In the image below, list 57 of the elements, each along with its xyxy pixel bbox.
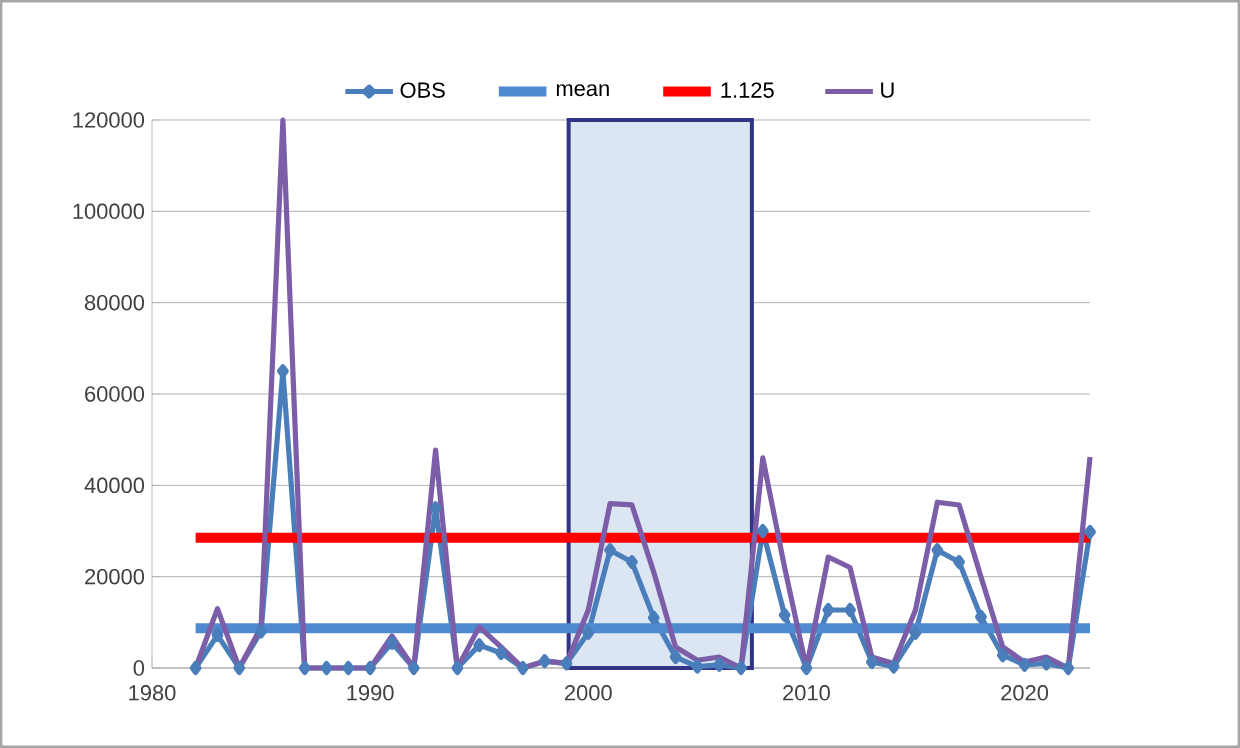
point xyxy=(669,650,682,665)
point xyxy=(887,659,900,674)
point xyxy=(1018,657,1031,672)
point xyxy=(844,603,856,618)
point xyxy=(538,654,551,669)
x-tick-label: 2020 xyxy=(1001,685,1049,701)
point xyxy=(516,661,529,675)
point xyxy=(560,656,573,671)
point xyxy=(691,659,704,674)
point xyxy=(298,661,311,675)
point xyxy=(364,661,377,675)
point xyxy=(1084,524,1096,539)
y-tick-label: 100000 xyxy=(73,203,145,220)
point xyxy=(407,661,420,675)
point xyxy=(276,364,289,379)
point xyxy=(975,609,987,624)
point xyxy=(255,624,267,639)
legend-label: mean xyxy=(556,84,609,97)
point xyxy=(822,603,835,618)
y-tick-label: 20000 xyxy=(85,568,145,585)
point xyxy=(189,661,202,675)
point xyxy=(211,628,224,643)
point xyxy=(713,657,726,672)
y-tick-label: 40000 xyxy=(84,477,145,494)
point xyxy=(1040,656,1053,671)
point xyxy=(582,625,595,640)
point xyxy=(451,661,464,675)
point xyxy=(735,661,747,675)
point xyxy=(342,661,355,675)
point xyxy=(909,625,922,640)
point xyxy=(647,610,660,625)
point xyxy=(320,661,333,675)
x-tick-label: 1980 xyxy=(129,685,176,701)
legend-label: OBS xyxy=(400,82,445,98)
x-tick-label: 2000 xyxy=(565,685,612,701)
point xyxy=(233,661,246,675)
y-tick-label: 120000 xyxy=(73,112,145,128)
point xyxy=(996,648,1009,663)
point xyxy=(800,661,813,675)
x-tick-label: 2010 xyxy=(783,685,830,701)
point xyxy=(865,655,878,670)
point xyxy=(386,635,398,650)
y-tick-label: 60000 xyxy=(85,386,145,402)
point xyxy=(604,543,616,558)
point xyxy=(931,543,944,558)
y-tick-label: 80000 xyxy=(84,294,145,311)
y-tick-label: 0 xyxy=(133,660,145,676)
legend-label: U xyxy=(881,82,894,98)
point xyxy=(756,524,769,538)
point xyxy=(778,608,791,623)
point xyxy=(473,638,486,653)
legend-label: 1.125 xyxy=(721,82,774,98)
point xyxy=(626,555,638,570)
point xyxy=(1062,661,1075,675)
x-tick-label: 1990 xyxy=(347,685,394,701)
point xyxy=(495,645,507,660)
point xyxy=(953,555,966,570)
